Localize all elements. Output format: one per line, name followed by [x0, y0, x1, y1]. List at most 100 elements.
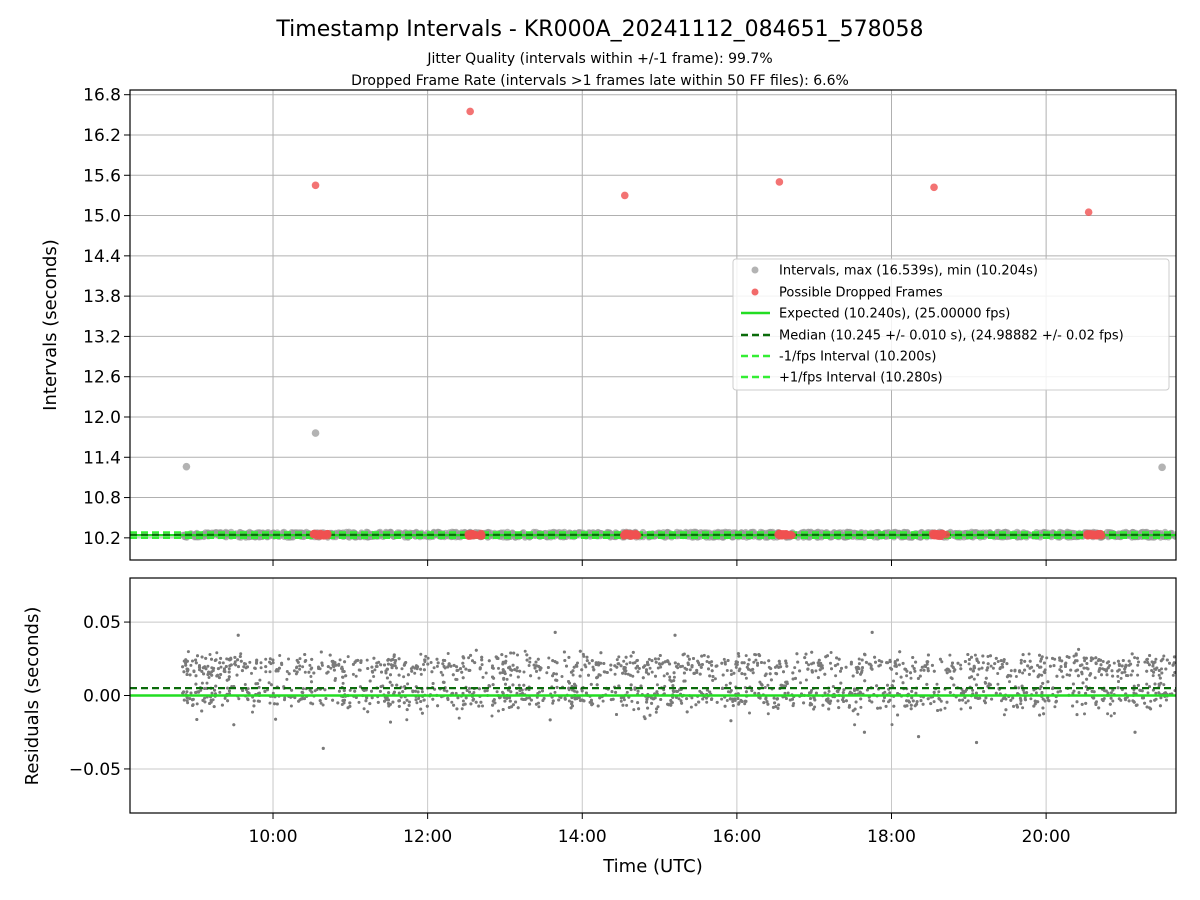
- residual-point: [1151, 664, 1155, 668]
- residual-point: [1018, 669, 1022, 673]
- residual-point: [689, 705, 693, 709]
- residual-point: [1085, 662, 1089, 665]
- residual-point: [914, 691, 918, 695]
- residual-point: [814, 691, 818, 695]
- residual-point: [747, 658, 751, 662]
- residual-point: [1131, 669, 1135, 673]
- residual-point: [707, 667, 710, 671]
- residual-point: [658, 662, 662, 666]
- residual-point: [203, 696, 206, 700]
- residual-point: [808, 691, 811, 695]
- residual-point: [860, 658, 864, 662]
- residual-point: [243, 683, 247, 686]
- residual-point: [736, 697, 740, 700]
- residual-point: [762, 701, 766, 705]
- residual-point: [969, 667, 973, 671]
- residual-point: [227, 689, 231, 693]
- residual-point: [636, 701, 640, 705]
- residual-point: [1097, 668, 1101, 672]
- residual-point: [953, 668, 957, 672]
- residual-point: [926, 660, 930, 664]
- residual-point: [764, 672, 768, 676]
- residual-point: [888, 660, 892, 664]
- residual-point: [1021, 688, 1025, 692]
- residual-point: [1094, 656, 1098, 660]
- residual-point: [442, 665, 446, 668]
- residual-point: [636, 689, 640, 693]
- residual-point: [728, 690, 732, 694]
- residual-point: [567, 686, 571, 690]
- residual-point: [354, 696, 358, 699]
- residual-point: [656, 666, 660, 670]
- residual-point: [668, 675, 672, 679]
- residual-point: [907, 700, 911, 704]
- residual-point: [280, 661, 284, 665]
- residual-point: [348, 688, 352, 692]
- residual-point: [1042, 661, 1046, 665]
- residual-point: [874, 660, 877, 664]
- residual-point: [195, 702, 199, 706]
- residual-point: [1042, 712, 1046, 716]
- residual-point: [422, 668, 426, 672]
- residual-point: [227, 667, 231, 671]
- residual-point: [1083, 659, 1087, 663]
- residual-point: [910, 689, 914, 693]
- residual-point: [505, 677, 509, 681]
- residual-point: [354, 659, 358, 663]
- residual-point: [937, 697, 941, 700]
- residual-point: [419, 667, 423, 671]
- residual-point: [631, 674, 635, 678]
- residual-point: [1059, 689, 1062, 693]
- residual-point: [191, 659, 194, 663]
- residual-point: [372, 675, 376, 678]
- residual-point: [646, 706, 650, 710]
- residual-point: [643, 664, 647, 668]
- residual-point: [1125, 674, 1128, 677]
- residual-point: [465, 689, 469, 692]
- residual-point: [223, 696, 227, 700]
- residual-point: [188, 673, 192, 677]
- residual-point: [182, 698, 186, 702]
- residual-point: [743, 702, 747, 706]
- residual-point: [1119, 676, 1123, 680]
- residual-point: [729, 719, 733, 723]
- intervals-x-tick-marks: [272, 560, 1047, 566]
- residual-point: [729, 673, 733, 676]
- residual-point: [391, 700, 395, 704]
- residual-point: [890, 684, 894, 688]
- residual-point: [599, 661, 603, 665]
- residual-point: [614, 690, 618, 694]
- residual-point: [303, 697, 306, 701]
- residual-point: [273, 702, 276, 706]
- residual-point: [744, 699, 748, 703]
- residual-point: [855, 668, 859, 671]
- residual-point: [967, 662, 971, 666]
- residual-point: [1088, 673, 1092, 677]
- residual-point: [633, 687, 637, 691]
- residual-point: [343, 698, 346, 702]
- residual-point: [926, 697, 930, 701]
- residual-point: [905, 674, 909, 678]
- residual-point: [1017, 686, 1021, 690]
- residual-point: [238, 655, 242, 658]
- residual-point: [878, 706, 882, 710]
- residual-point: [181, 691, 185, 695]
- residual-point: [268, 670, 272, 674]
- residual-point: [492, 698, 496, 702]
- residual-point: [509, 673, 513, 677]
- residual-point: [763, 686, 767, 689]
- residual-point: [333, 678, 337, 682]
- residual-point: [348, 701, 352, 705]
- residual-point: [650, 659, 654, 663]
- residual-point: [447, 663, 451, 667]
- residual-point: [1009, 674, 1013, 678]
- residual-point: [1001, 665, 1005, 669]
- residual-point: [672, 675, 676, 679]
- residual-point: [538, 666, 542, 669]
- residual-point: [836, 690, 840, 694]
- legend-label-intervals: Intervals, max (16.539s), min (10.204s): [779, 264, 1038, 279]
- residual-point: [387, 698, 390, 702]
- residual-point: [248, 660, 252, 664]
- residual-point: [219, 665, 223, 669]
- residual-point: [298, 667, 302, 671]
